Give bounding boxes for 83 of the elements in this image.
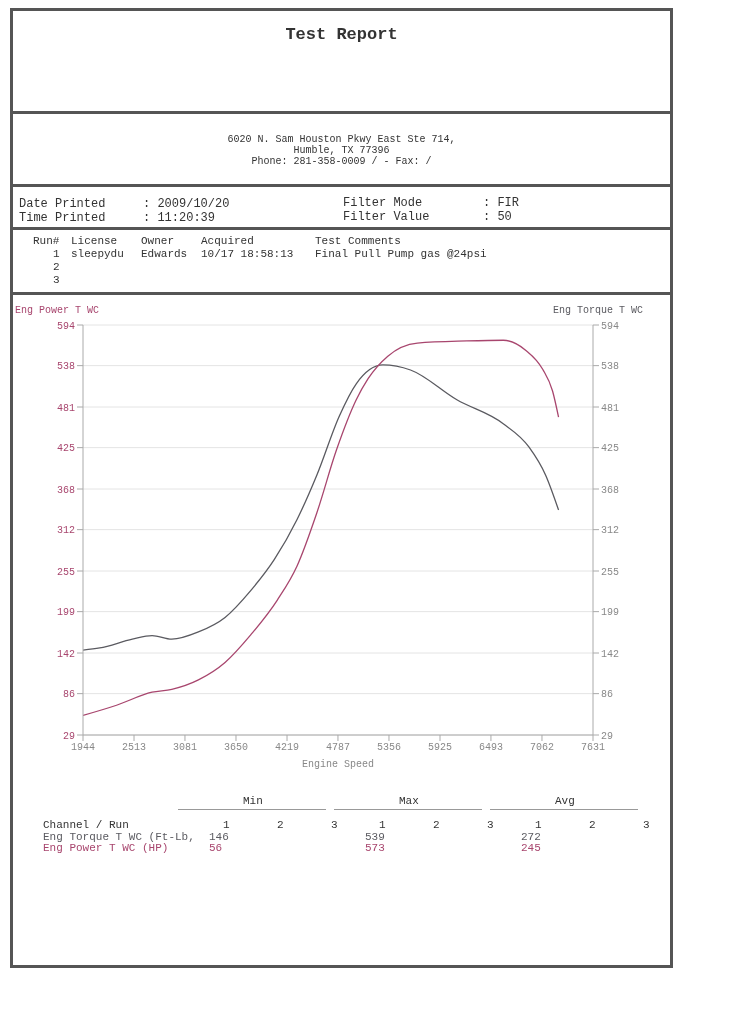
text: Acquired	[201, 235, 254, 247]
text: 2	[277, 819, 284, 831]
text: Owner	[141, 235, 175, 247]
y-tick-label: 29	[62, 730, 75, 742]
y-tick-label: 594	[56, 320, 75, 332]
y2-tick-label: 29	[601, 730, 614, 742]
text: License	[71, 235, 118, 247]
text: Filter Mode	[343, 196, 423, 210]
y2-axis-title: Eng Torque T WC	[553, 305, 644, 316]
text: sleepydu	[71, 248, 124, 260]
text: Min	[243, 795, 263, 807]
x-tick-label: 5925	[428, 742, 453, 754]
y2-tick-label: 368	[601, 484, 620, 496]
y-tick-label: 538	[56, 361, 75, 373]
text: 539	[365, 831, 385, 843]
y-tick-label: 86	[62, 689, 75, 701]
text: Run#	[33, 235, 60, 247]
chart-title: Test Report	[284, 24, 399, 44]
y2-tick-label: 538	[601, 361, 620, 373]
text: 3	[487, 819, 494, 831]
x-axis-title: Engine Speed	[301, 759, 375, 770]
x-tick-label: 3650	[223, 742, 248, 754]
y-axis-title: Eng Power T WC	[15, 305, 100, 316]
text: 1	[223, 819, 230, 831]
y-tick-label: 425	[56, 443, 75, 455]
text: Eng Torque T WC (Ft-Lb,	[43, 831, 195, 843]
y2-tick-label: 255	[601, 566, 620, 578]
text: 245	[521, 842, 541, 854]
text: Test Comments	[315, 235, 401, 247]
text: : 11:20:39	[143, 211, 216, 225]
y2-tick-label: 594	[601, 320, 620, 332]
text: 146	[209, 831, 229, 843]
text: 2	[433, 819, 440, 831]
y-tick-label: 312	[56, 525, 75, 537]
text: Edwards	[141, 248, 188, 260]
text: 1	[379, 819, 386, 831]
text: 3	[643, 819, 650, 831]
y-tick-label: 368	[56, 484, 75, 496]
y-tick-label: 481	[56, 402, 75, 414]
text: : 2009/10/20	[143, 197, 230, 211]
line-series	[83, 339, 560, 717]
text: Eng Power T WC (HP)	[43, 842, 169, 854]
x-tick-label: 4219	[275, 742, 300, 754]
text: Phone: 281-358-0009 / - Fax: /	[250, 156, 433, 167]
text: 56	[209, 842, 223, 854]
y2-tick-label: 199	[601, 607, 620, 619]
text: : FIR	[483, 196, 520, 210]
text: Max	[399, 795, 419, 807]
text: 2	[589, 819, 596, 831]
text: Humble, TX 77396	[292, 145, 391, 156]
text: 1	[53, 248, 60, 260]
y2-tick-label: 481	[601, 402, 620, 414]
text: Date Printed	[19, 197, 106, 211]
text: Avg	[555, 795, 575, 807]
text: 3	[331, 819, 338, 831]
x-tick-label: 3081	[172, 742, 197, 754]
text: Filter Value	[343, 210, 430, 224]
y2-tick-label: 312	[601, 525, 620, 537]
y-tick-label: 255	[56, 566, 75, 578]
y2-tick-label: 142	[601, 648, 620, 660]
y-tick-label: 199	[56, 607, 75, 619]
x-tick-label: 7062	[529, 742, 554, 754]
text: 1	[535, 819, 542, 831]
y-tick-label: 142	[56, 648, 75, 660]
text: Final Pull Pump gas @24psi	[315, 248, 487, 260]
x-tick-label: 1944	[70, 742, 96, 754]
y2-tick-label: 86	[601, 689, 614, 701]
y2-tick-label: 425	[601, 443, 620, 455]
text: Channel / Run	[43, 819, 129, 831]
line-series	[83, 364, 560, 651]
x-tick-label: 4787	[325, 742, 350, 754]
text: 6020 N. Sam Houston Pkwy East Ste 714,	[226, 133, 457, 145]
x-tick-label: 5356	[376, 742, 401, 754]
text: : 50	[483, 210, 512, 224]
text: 573	[365, 842, 385, 854]
text: 2	[53, 261, 60, 273]
text: 3	[53, 274, 60, 286]
x-tick-label: 7631	[580, 742, 606, 754]
text: 272	[521, 831, 541, 843]
text: Time Printed	[19, 211, 106, 225]
text: 10/17 18:58:13	[201, 248, 294, 260]
x-tick-label: 2513	[122, 742, 147, 754]
x-tick-label: 6493	[478, 742, 503, 754]
